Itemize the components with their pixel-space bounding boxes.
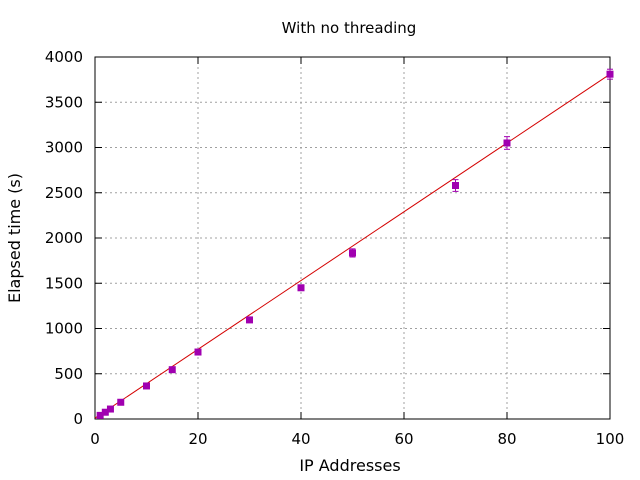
x-tick-label: 40 <box>291 430 310 448</box>
fit-line-layer <box>94 73 611 419</box>
data-point <box>503 139 511 147</box>
y-tick-label: 2000 <box>45 229 83 247</box>
data-points-layer <box>96 68 614 419</box>
y-tick-label: 0 <box>73 410 83 428</box>
data-point <box>101 408 109 416</box>
y-tick-label: 2500 <box>45 184 83 202</box>
data-point <box>117 398 125 406</box>
y-tick-label: 4000 <box>45 48 83 66</box>
data-point <box>106 405 114 413</box>
data-point <box>246 316 253 324</box>
x-tick-label: 60 <box>394 430 413 448</box>
y-tick-label: 1000 <box>45 320 83 338</box>
y-tick-label: 3500 <box>45 93 83 111</box>
data-point <box>349 249 356 257</box>
x-tick-label: 80 <box>497 430 516 448</box>
data-point <box>452 182 459 190</box>
y-tick-label: 500 <box>54 365 83 383</box>
y-tick-label: 3000 <box>45 139 83 157</box>
grid-lines <box>95 57 610 419</box>
data-point <box>143 382 150 390</box>
fit-line <box>94 73 611 419</box>
y-tick-label: 1500 <box>45 274 83 292</box>
data-point <box>168 366 176 374</box>
x-tick-label: 100 <box>596 430 625 448</box>
data-point <box>194 348 202 356</box>
data-point <box>96 411 104 419</box>
plot-frame <box>94 56 611 420</box>
data-point <box>606 70 614 78</box>
data-point <box>297 284 305 292</box>
axis-ticks: 0 20 40 60 80 1000500100015002000250030003500… <box>45 48 625 448</box>
y-axis-title: Elapsed time (s) <box>5 173 24 303</box>
x-tick-label: 0 <box>90 430 100 448</box>
chart-title: With no threading <box>282 19 417 37</box>
x-axis-title: IP Addresses <box>299 456 400 475</box>
x-tick-label: 20 <box>188 430 207 448</box>
